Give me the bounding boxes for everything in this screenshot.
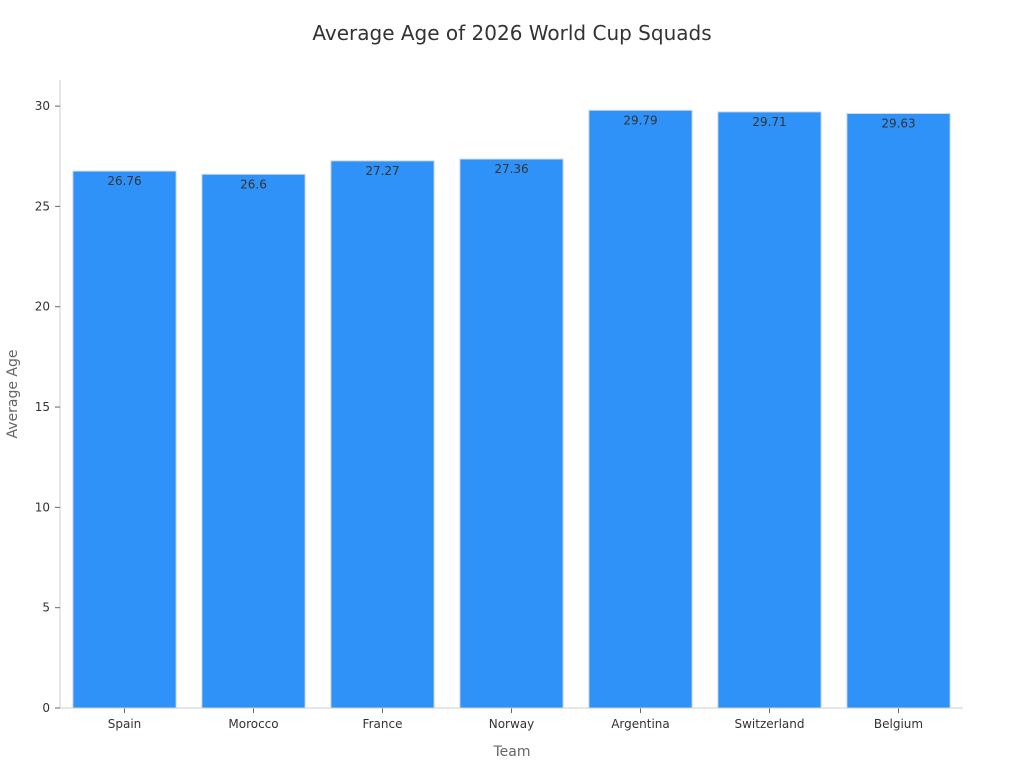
chart-title: Average Age of 2026 World Cup Squads xyxy=(312,21,711,45)
data-label: 29.63 xyxy=(881,117,915,131)
bar xyxy=(588,109,693,709)
y-tick-label: 20 xyxy=(35,300,50,314)
x-axis-title: Team xyxy=(492,744,530,760)
x-axis: Spain Morocco France Norway Argentina Switzer… xyxy=(60,707,963,731)
y-tick-label: 5 xyxy=(42,601,50,615)
y-axis-title: Average Age xyxy=(5,349,21,438)
x-tick-label: Switzerland xyxy=(735,717,805,731)
x-tick-label: Morocco xyxy=(228,717,278,731)
x-tick-label: Spain xyxy=(108,717,142,731)
y-tick-label: 10 xyxy=(35,500,50,514)
y-tick-label: 0 xyxy=(42,701,50,715)
bar xyxy=(201,173,306,709)
bar xyxy=(459,158,564,709)
bar xyxy=(846,113,951,709)
data-labels-group: 26.76 26.6 27.27 27.36 29.79 29.71 29.63 xyxy=(107,113,915,191)
y-tick-label: 25 xyxy=(35,199,50,213)
x-tick-label: Norway xyxy=(489,717,535,731)
bar xyxy=(717,111,822,709)
bar xyxy=(72,170,177,709)
x-tick-label: Argentina xyxy=(611,717,670,731)
data-label: 29.79 xyxy=(623,113,657,127)
x-tick-label: France xyxy=(363,717,403,731)
y-tick-label: 15 xyxy=(35,400,50,414)
data-label: 26.6 xyxy=(240,177,267,191)
y-tick-label: 30 xyxy=(35,99,50,113)
x-tick-label: Belgium xyxy=(874,717,923,731)
data-label: 27.27 xyxy=(365,164,399,178)
data-label: 29.71 xyxy=(752,115,786,129)
bar xyxy=(330,160,435,709)
bars-group xyxy=(72,109,951,709)
y-axis: 0 5 10 15 20 25 30 xyxy=(35,80,61,715)
data-label: 27.36 xyxy=(494,162,528,176)
data-label: 26.76 xyxy=(107,174,141,188)
